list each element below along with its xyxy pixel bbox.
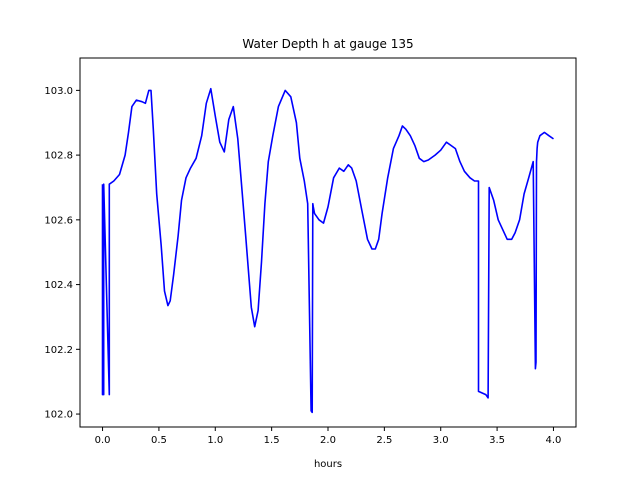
x-tick-label: 4.0 [546, 435, 562, 446]
x-axis-label: hours [314, 459, 342, 470]
y-tick-label: 102.4 [44, 280, 73, 291]
y-axis: 102.0 102.2 102.4 102.6 102.8 103.0 [44, 86, 80, 421]
x-tick-label: 3.5 [489, 435, 505, 446]
chart-title: Water Depth h at gauge 135 [242, 37, 413, 51]
x-tick-label: 0.0 [95, 435, 111, 446]
y-tick-label: 103.0 [44, 86, 73, 97]
y-tick-label: 102.0 [44, 410, 73, 421]
x-axis: 0.0 0.5 1.0 1.5 2.0 2.5 3.0 3.5 4.0 [95, 427, 562, 446]
x-tick-label: 2.0 [320, 435, 336, 446]
series-line [101, 87, 554, 414]
x-tick-label: 0.5 [151, 435, 167, 446]
x-tick-label: 3.0 [433, 435, 449, 446]
y-tick-label: 102.8 [44, 151, 73, 162]
series-layer [101, 87, 554, 414]
x-tick-label: 2.5 [376, 435, 392, 446]
y-tick-label: 102.2 [44, 345, 73, 356]
plot-frame [79, 57, 577, 428]
x-tick-label: 1.0 [207, 435, 223, 446]
y-tick-label: 102.6 [44, 215, 73, 226]
x-tick-label: 1.5 [264, 435, 280, 446]
